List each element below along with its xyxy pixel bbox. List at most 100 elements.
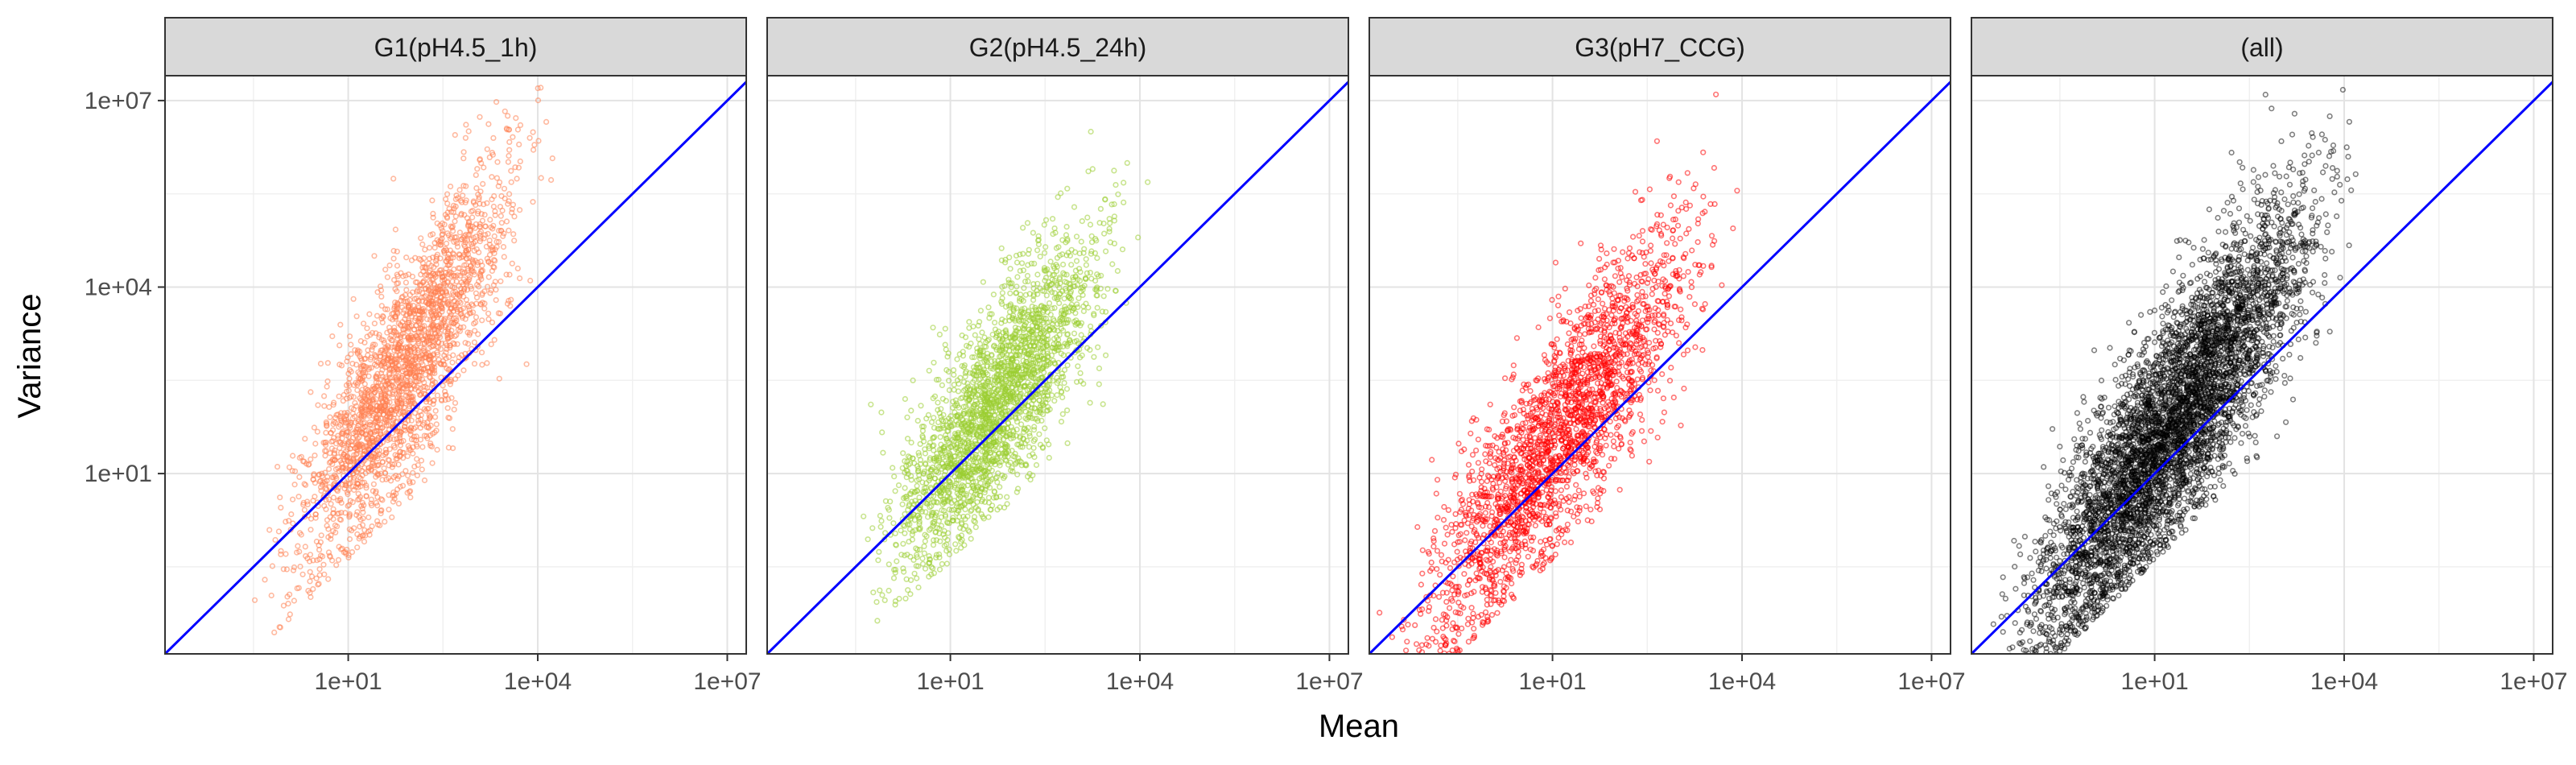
data-point bbox=[423, 316, 431, 323]
data-point bbox=[341, 442, 348, 449]
data-point bbox=[394, 486, 401, 493]
data-point bbox=[441, 273, 448, 279]
data-point bbox=[903, 467, 910, 473]
data-point bbox=[999, 295, 1005, 302]
data-point bbox=[475, 208, 481, 215]
data-point bbox=[1145, 179, 1151, 185]
data-point bbox=[343, 382, 350, 389]
data-point bbox=[933, 554, 939, 561]
data-point bbox=[1030, 338, 1036, 345]
data-point bbox=[383, 449, 390, 456]
data-point bbox=[287, 527, 294, 533]
data-point bbox=[516, 207, 523, 213]
data-point bbox=[972, 491, 978, 498]
data-point bbox=[391, 325, 398, 331]
data-point bbox=[394, 344, 402, 350]
data-point bbox=[386, 411, 392, 418]
data-point bbox=[969, 379, 976, 386]
data-point bbox=[304, 498, 311, 505]
data-point bbox=[1111, 167, 1117, 174]
data-point bbox=[318, 487, 324, 494]
data-point bbox=[326, 496, 332, 502]
data-point bbox=[374, 312, 381, 319]
data-point bbox=[1036, 325, 1042, 332]
data-point bbox=[947, 443, 954, 450]
data-point bbox=[347, 475, 354, 482]
data-point bbox=[908, 439, 914, 446]
data-point bbox=[449, 278, 456, 285]
data-point bbox=[535, 138, 542, 144]
data-point bbox=[411, 345, 417, 351]
data-point bbox=[980, 279, 986, 285]
data-point bbox=[953, 412, 960, 420]
data-point bbox=[407, 308, 414, 315]
data-point bbox=[336, 413, 344, 420]
data-point bbox=[970, 415, 977, 422]
data-point bbox=[342, 423, 349, 429]
data-point bbox=[337, 321, 344, 328]
data-point bbox=[952, 397, 959, 403]
data-point bbox=[290, 496, 296, 502]
data-point bbox=[1096, 273, 1102, 279]
data-point bbox=[952, 485, 958, 491]
data-point bbox=[1046, 362, 1052, 368]
data-point bbox=[321, 571, 328, 577]
data-point bbox=[489, 151, 497, 158]
data-point bbox=[508, 179, 514, 185]
data-point bbox=[1085, 168, 1092, 175]
data-point bbox=[317, 484, 324, 490]
data-point bbox=[374, 375, 380, 382]
data-point bbox=[315, 402, 321, 408]
data-point bbox=[1032, 375, 1038, 382]
data-point bbox=[1055, 344, 1061, 350]
data-point bbox=[421, 406, 427, 412]
data-point bbox=[1065, 340, 1071, 347]
data-point bbox=[444, 365, 450, 372]
data-point bbox=[1041, 221, 1047, 228]
x-tick-label: 1e+01 bbox=[314, 668, 382, 695]
data-point bbox=[390, 493, 396, 499]
data-point bbox=[1016, 408, 1023, 416]
data-point bbox=[1005, 303, 1012, 309]
data-point bbox=[941, 496, 948, 502]
data-point bbox=[513, 115, 519, 122]
data-point bbox=[411, 463, 418, 470]
data-point bbox=[999, 316, 1005, 323]
data-point bbox=[329, 457, 336, 463]
data-point bbox=[280, 602, 287, 609]
data-point bbox=[357, 370, 363, 377]
data-point bbox=[308, 456, 314, 463]
data-point bbox=[1075, 363, 1081, 370]
data-point bbox=[489, 319, 496, 326]
data-point bbox=[1073, 234, 1080, 240]
data-point bbox=[303, 552, 309, 560]
data-point bbox=[394, 263, 401, 269]
data-point bbox=[1065, 316, 1071, 323]
data-point bbox=[1047, 258, 1054, 265]
data-point bbox=[382, 519, 388, 525]
data-point bbox=[947, 453, 953, 459]
data-point bbox=[1044, 350, 1051, 357]
data-point bbox=[1001, 475, 1007, 482]
data-point bbox=[945, 530, 952, 536]
data-point bbox=[463, 183, 469, 189]
data-point bbox=[296, 548, 303, 555]
data-point bbox=[1100, 401, 1106, 407]
data-point bbox=[925, 411, 931, 419]
data-point bbox=[262, 577, 268, 583]
data-point bbox=[361, 373, 368, 379]
data-point bbox=[378, 370, 385, 377]
data-point bbox=[316, 566, 323, 573]
data-point bbox=[1056, 275, 1063, 281]
data-point bbox=[1052, 229, 1059, 236]
data-point bbox=[1011, 362, 1018, 369]
data-point bbox=[451, 272, 457, 279]
data-point bbox=[941, 471, 947, 478]
x-tick-label: 1e+04 bbox=[504, 668, 572, 695]
data-point bbox=[907, 577, 914, 584]
data-point bbox=[399, 471, 406, 478]
data-point bbox=[1079, 218, 1085, 225]
data-point bbox=[277, 624, 283, 631]
data-point bbox=[1713, 91, 1719, 97]
data-point bbox=[956, 514, 963, 520]
